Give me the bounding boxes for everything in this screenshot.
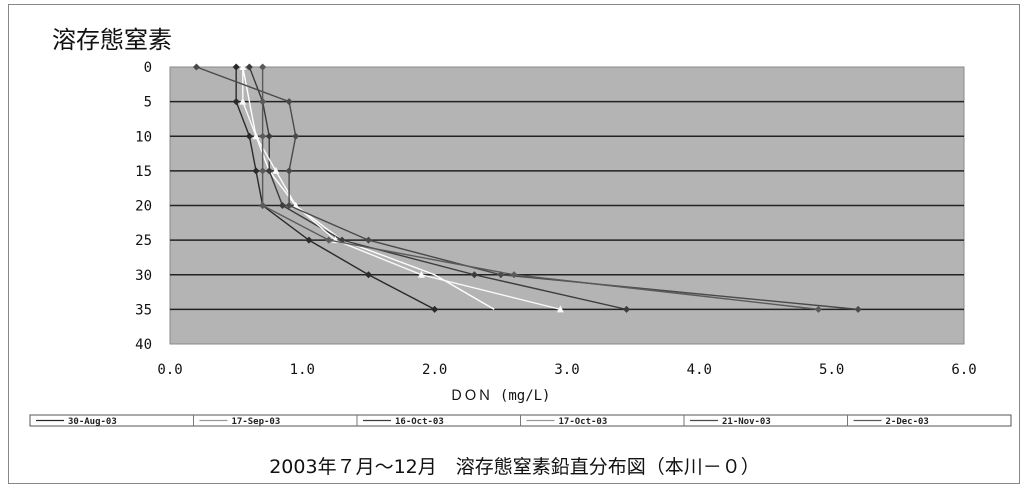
data-point [259, 132, 267, 140]
data-point [232, 63, 240, 71]
data-point [278, 201, 287, 210]
data-point [259, 167, 267, 175]
figure-caption: 2003年７月～12月 溶存態窒素鉛直分布図（本川－０） [269, 456, 760, 478]
y-tick-label: 35 [135, 302, 152, 318]
data-point [245, 63, 253, 71]
data-point [364, 236, 373, 244]
data-point [252, 132, 260, 140]
legend-label: 17-Sep-03 [232, 417, 281, 427]
data-point [259, 98, 267, 106]
series-line [235, 67, 435, 310]
data-point [259, 63, 267, 71]
x-axis-label: ＤＯＮ (mg/L) [449, 388, 550, 404]
x-tick-label: 5.0 [819, 362, 844, 378]
y-tick-label: 20 [135, 199, 152, 215]
series-line [248, 66, 627, 311]
x-tick-label: 4.0 [687, 362, 712, 378]
data-point [245, 132, 253, 140]
data-point [285, 98, 293, 106]
data-point [232, 98, 240, 106]
data-point [814, 305, 822, 313]
y-tick-label: 30 [135, 268, 152, 284]
data-point [510, 271, 518, 279]
legend-label: 2-Dec-03 [886, 417, 929, 427]
data-point [252, 167, 260, 175]
data-point [285, 167, 293, 175]
data-point [239, 63, 247, 70]
series-line [242, 66, 495, 310]
series-lines [192, 63, 862, 313]
y-tick-label: 15 [135, 164, 152, 180]
data-point [364, 271, 373, 279]
data-point [265, 167, 273, 175]
data-point [192, 63, 201, 71]
chart-title: 溶存態窒素 [52, 26, 172, 54]
series-line [196, 66, 859, 311]
data-point [239, 97, 247, 105]
series-line [242, 67, 561, 311]
y-tick-labels: 0 5 10 15 20 25 30 35 40 [135, 60, 152, 353]
grid-lines [170, 100, 964, 311]
legend-label: 21-Nov-03 [722, 417, 771, 427]
x-tick-label: 2.0 [422, 362, 447, 378]
x-tick-labels: 0.0 1.0 2.0 3.0 4.0 5.0 6.0 [157, 362, 976, 378]
data-point [272, 166, 280, 174]
data-point [470, 271, 478, 279]
x-tick-label: 3.0 [554, 362, 579, 378]
y-tick-label: 40 [135, 337, 152, 353]
legend-label: 16-Oct-03 [395, 417, 444, 427]
data-point [556, 305, 564, 313]
legend-label: 17-Oct-03 [559, 417, 608, 427]
data-point [431, 305, 439, 313]
y-tick-label: 25 [135, 233, 152, 249]
data-point [305, 236, 313, 244]
data-point [854, 305, 862, 313]
y-tick-label: 0 [144, 60, 152, 76]
x-tick-label: 6.0 [951, 362, 976, 378]
data-point [292, 132, 300, 140]
x-tick-label: 0.0 [157, 362, 182, 378]
legend: 30-Aug-03 17-Sep-03 16-Oct-03 17-Oct-03 21-N… [29, 414, 1012, 427]
series-line [261, 67, 819, 311]
data-point [325, 236, 333, 244]
data-point [259, 201, 267, 210]
data-point [265, 132, 273, 140]
data-point [623, 305, 631, 313]
data-point [417, 270, 425, 278]
x-tick-label: 1.0 [290, 362, 315, 378]
y-tick-label: 5 [144, 95, 152, 111]
data-point [292, 201, 300, 209]
y-tick-label: 10 [135, 129, 152, 145]
data-point [285, 201, 293, 210]
legend-label: 30-Aug-03 [68, 417, 117, 427]
